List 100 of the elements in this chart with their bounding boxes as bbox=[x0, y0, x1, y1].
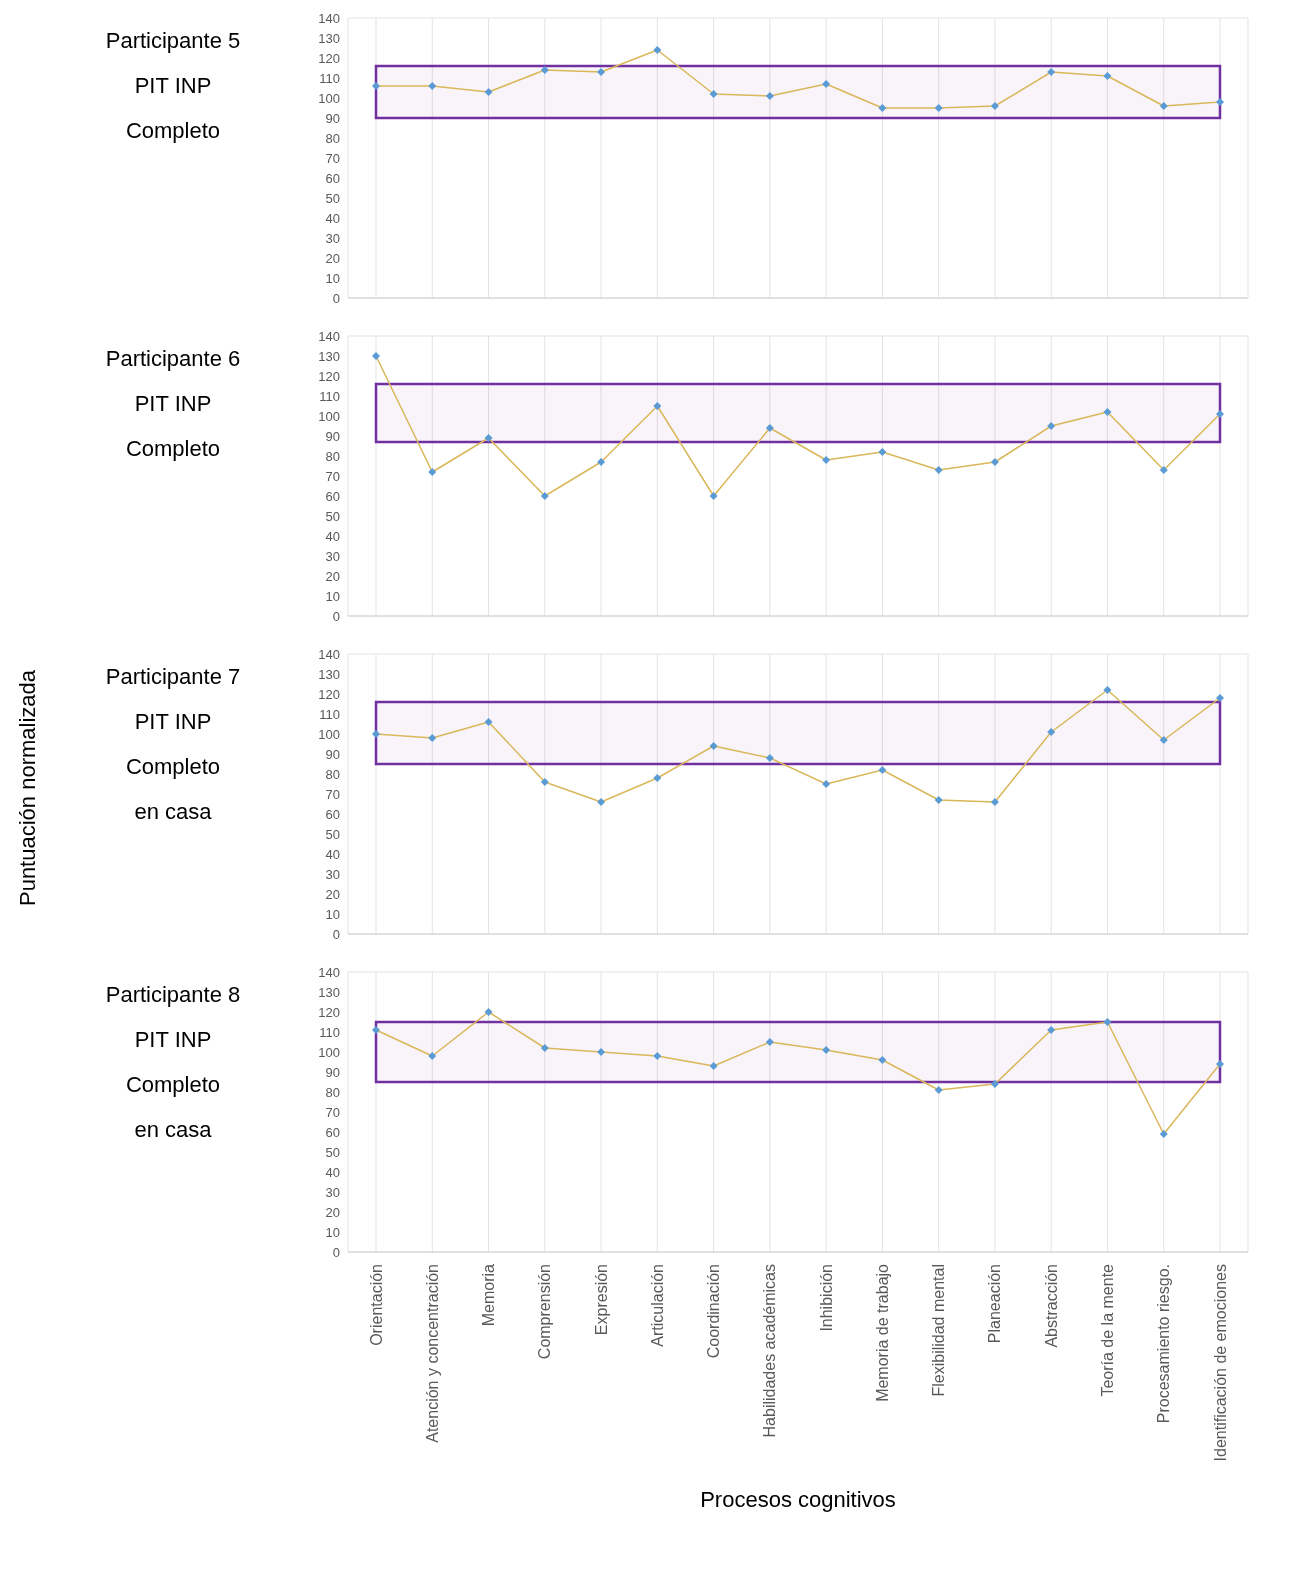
point bbox=[428, 1052, 437, 1060]
point bbox=[709, 742, 718, 750]
x-tick-label: Teoría de la mente bbox=[1098, 1263, 1116, 1397]
point bbox=[1103, 1018, 1112, 1026]
text: Participante 6 bbox=[104, 345, 242, 373]
point bbox=[372, 730, 380, 738]
y-tick-label: 60 bbox=[325, 806, 340, 822]
point bbox=[372, 352, 380, 360]
y-tick-label: 130 bbox=[318, 984, 340, 1000]
point bbox=[990, 102, 999, 110]
y-tick-label: 80 bbox=[325, 448, 340, 464]
point bbox=[653, 1052, 662, 1060]
text: Participante 5 bbox=[104, 27, 242, 55]
y-tick-label: 110 bbox=[319, 388, 340, 404]
point bbox=[822, 780, 831, 788]
y-tick-label: 90 bbox=[325, 428, 340, 444]
text: en casa bbox=[133, 798, 213, 826]
point bbox=[878, 448, 887, 456]
y-tick-label: 90 bbox=[325, 110, 340, 126]
y-tick-label: 120 bbox=[318, 50, 340, 66]
y-tick-label: 50 bbox=[325, 508, 340, 524]
point bbox=[428, 82, 437, 90]
point bbox=[597, 458, 606, 466]
y-tick-label: 50 bbox=[325, 826, 340, 842]
y-tick-label: 100 bbox=[318, 726, 340, 742]
y-tick-label: 130 bbox=[318, 348, 340, 364]
point bbox=[990, 798, 999, 806]
point bbox=[1103, 408, 1112, 416]
y-tick-label: 60 bbox=[325, 1124, 340, 1140]
y-tick-label: 120 bbox=[318, 1004, 340, 1020]
y-tick-label: 60 bbox=[325, 170, 340, 186]
point bbox=[934, 104, 943, 112]
y-tick-label: 140 bbox=[318, 328, 340, 344]
y-tick-label: 140 bbox=[318, 646, 340, 662]
point bbox=[822, 456, 831, 464]
y-tick-label: 80 bbox=[325, 1084, 340, 1100]
y-tick-label: 50 bbox=[325, 1144, 340, 1160]
y-tick-label: 0 bbox=[332, 608, 340, 624]
point bbox=[709, 1062, 718, 1070]
point bbox=[1047, 1026, 1056, 1034]
y-tick-label: 110 bbox=[319, 1024, 340, 1040]
point bbox=[822, 80, 831, 88]
x-axis-title: Procesos cognitivos bbox=[699, 1487, 897, 1513]
point bbox=[1216, 98, 1224, 106]
point bbox=[1216, 410, 1224, 418]
point bbox=[428, 734, 437, 742]
y-tick-label: 40 bbox=[325, 210, 340, 226]
y-tick-label: 30 bbox=[325, 548, 340, 564]
y-tick-label: 10 bbox=[325, 1224, 340, 1240]
x-tick-label: Atención y concentración bbox=[423, 1264, 441, 1443]
text: Completo bbox=[124, 117, 222, 145]
point bbox=[765, 92, 774, 100]
text: en casa bbox=[133, 1116, 213, 1144]
point bbox=[428, 468, 437, 476]
x-tick-label: Orientación bbox=[367, 1264, 385, 1346]
point bbox=[934, 1086, 943, 1094]
y-tick-label: 20 bbox=[325, 886, 340, 902]
y-tick-label: 90 bbox=[325, 746, 340, 762]
point bbox=[1047, 422, 1056, 430]
y-tick-label: 100 bbox=[318, 90, 340, 106]
y-tick-label: 100 bbox=[318, 1044, 340, 1060]
point bbox=[540, 66, 549, 74]
y-tick-label: 130 bbox=[318, 30, 340, 46]
text: PIT INP bbox=[133, 390, 213, 418]
y-tick-label: 60 bbox=[325, 488, 340, 504]
y-tick-label: 80 bbox=[325, 766, 340, 782]
point bbox=[1047, 728, 1056, 736]
y-tick-label: 10 bbox=[325, 270, 340, 286]
x-tick-label: Memoria de trabajo bbox=[873, 1263, 891, 1402]
point bbox=[934, 796, 943, 804]
y-tick-label: 0 bbox=[332, 1244, 340, 1260]
y-tick-label: 90 bbox=[325, 1064, 340, 1080]
y-tick-label: 100 bbox=[318, 408, 340, 424]
point bbox=[540, 778, 549, 786]
x-tick-label: Procesamiento riesgo. bbox=[1155, 1264, 1173, 1424]
point bbox=[934, 466, 943, 474]
point bbox=[484, 434, 493, 442]
y-tick-label: 80 bbox=[325, 130, 340, 146]
point bbox=[990, 458, 999, 466]
y-tick-label: 50 bbox=[325, 190, 340, 206]
y-tick-label: 30 bbox=[325, 866, 340, 882]
point bbox=[597, 1048, 606, 1056]
point bbox=[765, 754, 774, 762]
y-tick-label: 120 bbox=[318, 686, 340, 702]
point bbox=[765, 1038, 774, 1046]
y-axis-title: Puntuación normalizada bbox=[15, 669, 41, 907]
y-tick-label: 20 bbox=[325, 1204, 340, 1220]
x-tick-label: Articulación bbox=[648, 1264, 666, 1347]
point bbox=[765, 424, 774, 432]
point bbox=[822, 1046, 831, 1054]
point bbox=[1159, 466, 1168, 474]
point bbox=[597, 798, 606, 806]
point bbox=[1103, 72, 1112, 80]
x-tick-label: Comprensión bbox=[536, 1264, 554, 1360]
point bbox=[372, 82, 380, 90]
y-tick-label: 40 bbox=[325, 1164, 340, 1180]
text: PIT INP bbox=[133, 72, 213, 100]
y-tick-label: 70 bbox=[325, 786, 340, 802]
point bbox=[597, 68, 606, 76]
point bbox=[1047, 68, 1056, 76]
